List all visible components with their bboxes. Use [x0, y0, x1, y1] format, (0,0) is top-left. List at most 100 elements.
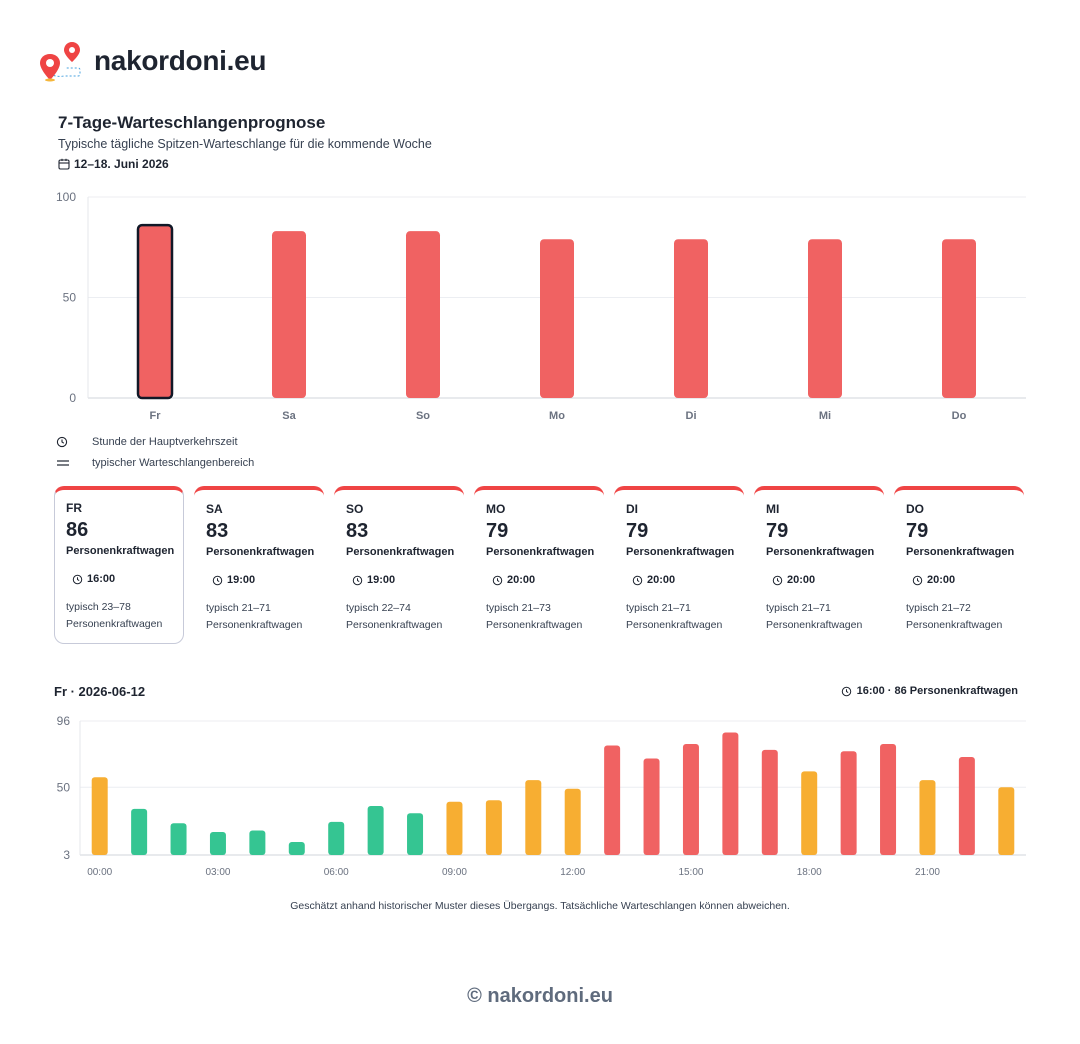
- x-tick-label: Sa: [282, 410, 296, 422]
- day-card-do[interactable]: DO 79 Personenkraftwagen 20:00 typisch 2…: [894, 486, 1024, 644]
- clock-icon: [56, 436, 68, 448]
- hour-bar: [801, 771, 818, 855]
- map-pin-icon: [40, 42, 81, 82]
- x-tick-label: 15:00: [678, 867, 703, 878]
- page-title: 7-Tage-Warteschlangenprognose: [58, 113, 326, 132]
- hour-bar: [446, 801, 463, 855]
- card-typical-range: typisch 21–73: [486, 602, 551, 614]
- date-range-label: 12–18. Juni 2026: [74, 157, 169, 171]
- hour-bar: [880, 744, 897, 855]
- date-range: 12–18. Juni 2026: [58, 157, 169, 171]
- hour-bar: [367, 806, 384, 855]
- card-range-unit: Personenkraftwagen: [486, 619, 583, 631]
- card-typical-range: typisch 21–71: [206, 602, 271, 614]
- hour-bar: [998, 787, 1015, 855]
- card-peak-hour: 20:00: [486, 574, 592, 586]
- clock-icon: [632, 575, 643, 585]
- page-subtitle: Typische tägliche Spitzen-Warteschlange …: [58, 137, 432, 151]
- legend-typical-range: typischer Warteschlangenbereich: [56, 457, 254, 469]
- card-unit: Personenkraftwagen: [906, 546, 1015, 558]
- hour-bar: [249, 830, 266, 855]
- hourly-heading: Fr · 2026-06-12: [54, 684, 146, 699]
- hour-bar: [840, 751, 857, 855]
- bar-sa: [272, 231, 306, 398]
- card-peak-hour: 20:00: [906, 574, 1012, 586]
- card-peak-hour: 16:00: [66, 573, 172, 585]
- equals-icon: [57, 460, 69, 466]
- day-card-sa[interactable]: SA 83 Personenkraftwagen 19:00 typisch 2…: [194, 486, 324, 644]
- card-range-unit: Personenkraftwagen: [766, 619, 863, 631]
- card-day: FR: [66, 501, 82, 515]
- card-peak-value: 83: [346, 520, 369, 542]
- card-unit: Personenkraftwagen: [206, 546, 315, 558]
- card-peak-time: 19:00: [367, 574, 396, 586]
- y-tick-label: 50: [57, 780, 71, 794]
- hour-bar: [604, 745, 621, 855]
- card-typical-range: typisch 21–71: [766, 602, 831, 614]
- card-peak-value: 79: [486, 520, 509, 542]
- day-card-mo[interactable]: MO 79 Personenkraftwagen 20:00 typisch 2…: [474, 486, 604, 644]
- brand-name: nakordoni.eu: [94, 45, 267, 76]
- card-peak-time: 19:00: [227, 574, 256, 586]
- hour-bar: [170, 823, 187, 855]
- hour-bar: [958, 757, 975, 855]
- clock-icon: [72, 574, 83, 584]
- card-typical-range: typisch 23–78: [66, 601, 131, 613]
- card-peak-value: 86: [66, 519, 89, 541]
- bar-do: [942, 239, 976, 398]
- hour-bar: [564, 788, 581, 855]
- card-range-unit: Personenkraftwagen: [906, 619, 1003, 631]
- card-peak-time: 20:00: [507, 574, 536, 586]
- legend-peak-hour: Stunde der Hauptverkehrszeit: [56, 436, 238, 448]
- hour-bar: [643, 758, 660, 855]
- x-tick-label: Mi: [819, 410, 831, 422]
- bar-so: [406, 231, 440, 398]
- day-cards: FR 86 Personenkraftwagen 16:00 typisch 2…: [54, 486, 1026, 646]
- y-tick-label: 100: [56, 190, 76, 204]
- card-unit: Personenkraftwagen: [486, 546, 595, 558]
- card-day: MO: [486, 502, 506, 516]
- day-card-mi[interactable]: MI 79 Personenkraftwagen 20:00 typisch 2…: [754, 486, 884, 644]
- day-card-so[interactable]: SO 83 Personenkraftwagen 19:00 typisch 2…: [334, 486, 464, 644]
- x-tick-label: 00:00: [87, 867, 112, 878]
- copyright: © nakordoni.eu: [467, 985, 613, 1007]
- x-tick-label: Di: [686, 410, 697, 422]
- clock-icon: [772, 575, 783, 585]
- bar-mo: [540, 239, 574, 398]
- hour-bar: [722, 732, 739, 855]
- hour-bar: [209, 831, 226, 855]
- x-tick-label: 12:00: [560, 867, 585, 878]
- x-tick-label: So: [416, 410, 430, 422]
- calendar-icon: [58, 158, 70, 170]
- card-range-unit: Personenkraftwagen: [346, 619, 443, 631]
- day-card-di[interactable]: DI 79 Personenkraftwagen 20:00 typisch 2…: [614, 486, 744, 644]
- hour-bar: [407, 813, 424, 855]
- card-day: MI: [766, 502, 780, 516]
- hour-bar: [919, 780, 936, 855]
- legend-peak-hour-label: Stunde der Hauptverkehrszeit: [92, 436, 238, 448]
- weekly-forecast-chart: 0 50 100 Fr Sa So Mo Di Mi Do: [56, 190, 1026, 422]
- hourly-peak-summary-label: 16:00 · 86 Personenkraftwagen: [856, 685, 1018, 697]
- clock-icon: [912, 575, 923, 585]
- day-card-fr[interactable]: FR 86 Personenkraftwagen 16:00 typisch 2…: [54, 486, 184, 644]
- card-peak-value: 79: [906, 520, 929, 542]
- card-peak-hour: 20:00: [626, 574, 732, 586]
- x-tick-label: Mo: [549, 410, 565, 422]
- x-tick-label: Fr: [150, 410, 162, 422]
- legend-typical-range-label: typischer Warteschlangenbereich: [92, 457, 255, 469]
- hour-bar: [761, 749, 778, 855]
- x-tick-label: Do: [952, 410, 967, 422]
- brand-logo[interactable]: nakordoni.eu: [38, 40, 267, 82]
- card-unit: Personenkraftwagen: [766, 546, 875, 558]
- hour-bar: [682, 744, 699, 855]
- hour-bar: [525, 780, 542, 855]
- y-tick-label: 3: [63, 848, 70, 862]
- card-unit: Personenkraftwagen: [346, 546, 455, 558]
- bar-mi: [808, 239, 842, 398]
- x-tick-label: 03:00: [205, 867, 230, 878]
- card-typical-range: typisch 22–74: [346, 602, 411, 614]
- y-tick-label: 96: [57, 714, 71, 728]
- x-tick-label: 21:00: [915, 867, 940, 878]
- clock-icon: [212, 575, 223, 585]
- hour-bar: [131, 808, 148, 855]
